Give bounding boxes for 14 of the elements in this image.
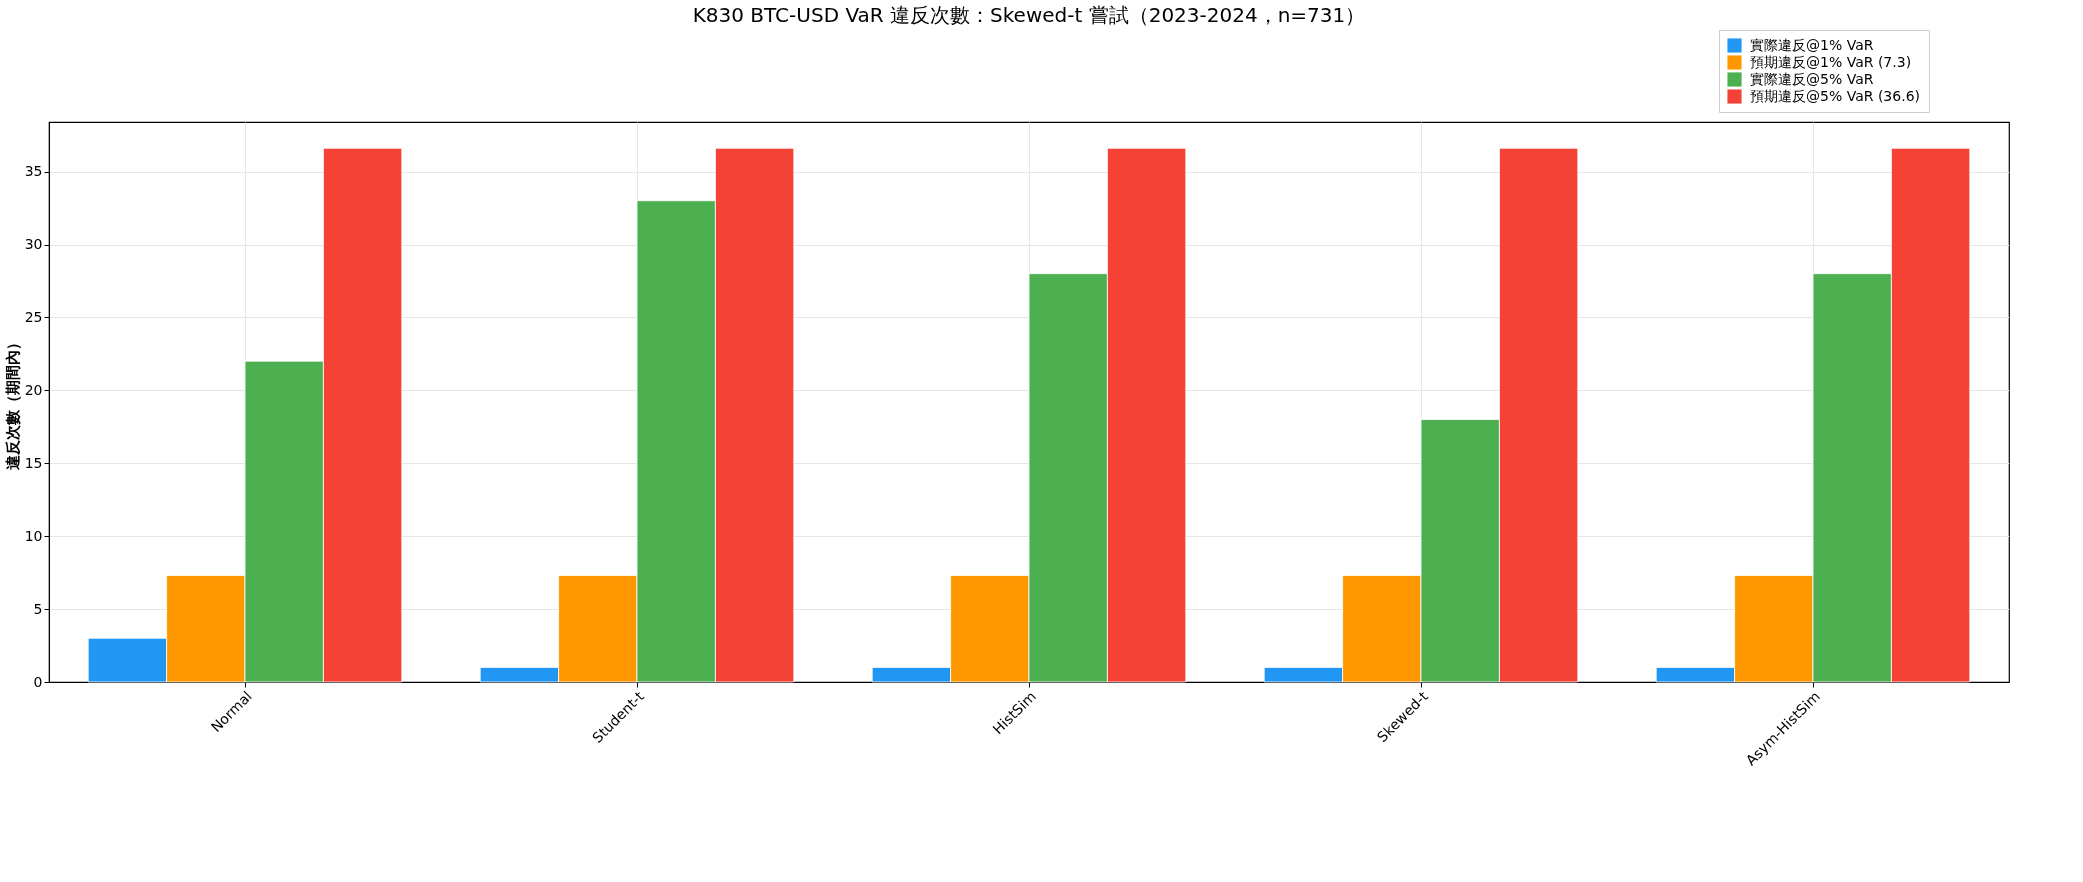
legend-label: 預期違反@5% VaR (36.6) — [1750, 87, 1921, 104]
y-tick-label: 10 — [24, 527, 43, 544]
y-tick-label: 15 — [24, 454, 43, 471]
y-tick-label: 5 — [33, 600, 43, 617]
y-tick-label: 30 — [24, 236, 43, 252]
legend-label: 預期違反@1% VaR (7.3) — [1750, 53, 1912, 70]
y-tick-label: 35 — [24, 163, 43, 180]
legend-label: 實際違反@5% VaR — [1750, 70, 1874, 87]
y-tick-label: 20 — [24, 381, 43, 398]
y-tick-label: 0 — [33, 673, 43, 690]
y-axis-title: 違反次數（期間內） — [3, 335, 22, 471]
chart-title: K830 BTC-USD VaR 違反次數：Skewed-t 嘗試（2023-2024，n=731） — [692, 2, 1366, 27]
y-tick-label: 25 — [24, 308, 43, 325]
legend-label: 實際違反@1% VaR — [1750, 36, 1874, 53]
